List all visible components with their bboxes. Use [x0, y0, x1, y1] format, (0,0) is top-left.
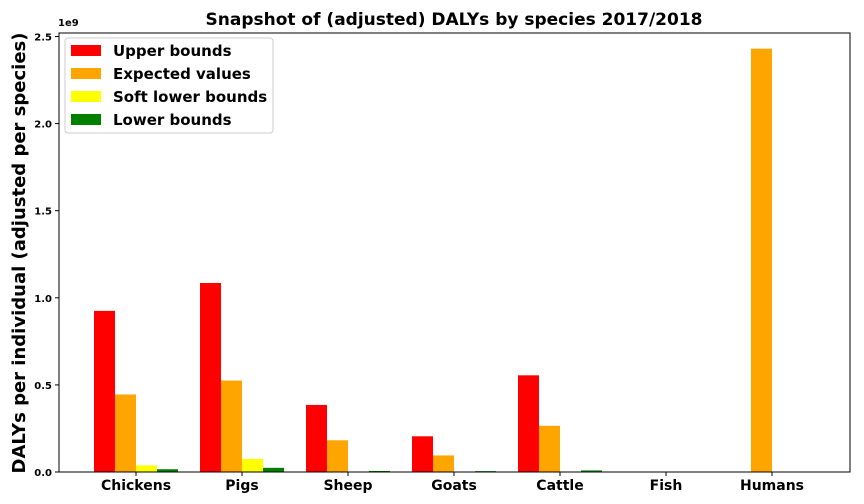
legend-swatch	[71, 68, 101, 79]
y-tick-label: 1.0	[34, 294, 52, 305]
legend-swatch	[71, 45, 101, 56]
y-tick-label: 2.0	[34, 120, 52, 131]
bar-pigs-soft-lower-bounds	[242, 458, 263, 472]
bar-sheep-expected-values	[327, 440, 348, 472]
bar-chickens-soft-lower-bounds	[136, 465, 157, 472]
chart-title: Snapshot of (adjusted) DALYs by species …	[206, 10, 703, 30]
legend-box	[64, 37, 274, 134]
bar-humans-expected-values	[751, 48, 772, 473]
x-tick-label-fish: Fish	[650, 478, 683, 494]
x-tick-label-pigs: Pigs	[225, 478, 258, 494]
legend-label: Upper bounds	[113, 42, 232, 60]
legend: Upper bounds Expected values Soft lower bo…	[64, 37, 274, 134]
y-axis-offset-label: 1e9	[58, 18, 79, 29]
bar-goats-expected-values	[433, 455, 454, 472]
legend-label: Expected values	[113, 65, 251, 83]
bar-pigs-upper-bounds	[200, 282, 221, 472]
bar-chickens-upper-bounds	[94, 310, 115, 472]
x-tick-label-goats: Goats	[431, 478, 477, 494]
legend-label: Soft lower bounds	[113, 88, 267, 106]
x-tick-label-chickens: Chickens	[101, 478, 171, 494]
x-axis-ticks: Chickens Pigs Sheep Goats Cattle Fish Humans	[101, 472, 804, 494]
plot-frame	[58, 32, 851, 473]
bar-cattle-expected-values	[539, 425, 560, 472]
bars-group	[94, 48, 772, 473]
y-tick-label: 0.0	[34, 468, 52, 479]
x-tick-label-sheep: Sheep	[323, 478, 372, 494]
bar-pigs-expected-values	[221, 380, 242, 472]
legend-swatch	[71, 114, 101, 125]
y-tick-label: 0.5	[34, 381, 52, 392]
bar-chickens-lower-bounds	[157, 469, 178, 472]
x-tick-label-humans: Humans	[740, 478, 804, 494]
legend-label: Lower bounds	[113, 111, 232, 129]
bar-sheep-upper-bounds	[306, 404, 327, 472]
bar-sheep-lower-bounds	[369, 470, 390, 472]
bar-goats-upper-bounds	[412, 436, 433, 472]
y-tick-label: 1.5	[34, 207, 52, 218]
legend-swatch	[71, 91, 101, 102]
y-axis-label: DALYs per individual (adjusted per speci…	[9, 33, 30, 474]
y-tick-label: 2.5	[34, 32, 52, 43]
y-axis-ticks: 0.0 0.5 1.0 1.5 2.0 2.5	[34, 32, 59, 479]
bar-cattle-upper-bounds	[518, 375, 539, 472]
bar-pigs-lower-bounds	[263, 467, 284, 472]
bar-chickens-expected-values	[115, 394, 136, 472]
x-tick-label-cattle: Cattle	[536, 478, 583, 494]
bar-cattle-lower-bounds	[581, 470, 602, 472]
